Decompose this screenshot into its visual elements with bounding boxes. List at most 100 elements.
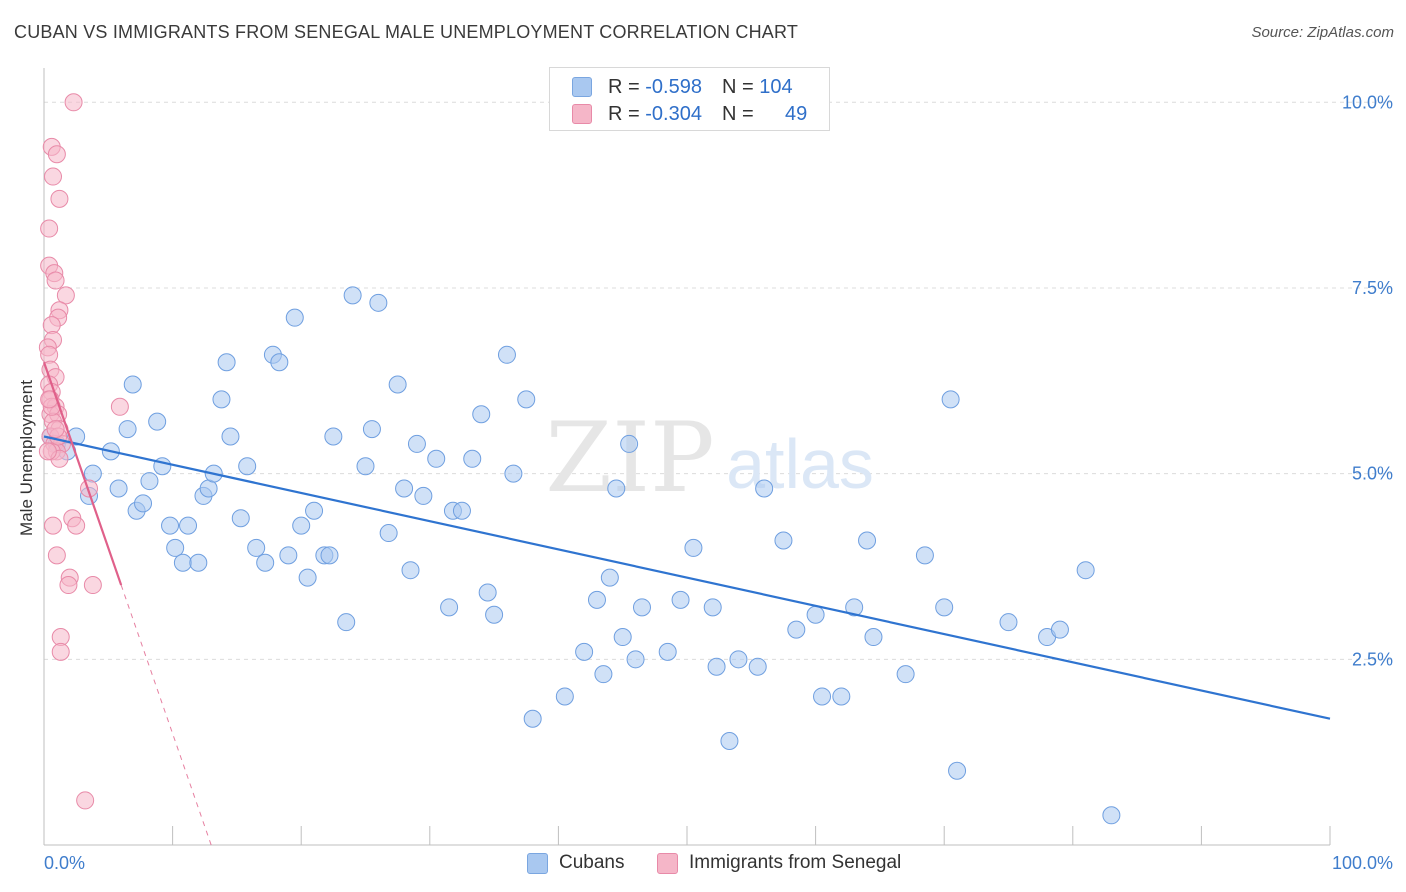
cuban-point <box>485 605 504 624</box>
cuban-point <box>247 538 266 557</box>
legend-item-cubans: Cubans <box>527 852 625 874</box>
cuban-point <box>472 405 491 424</box>
cuban-point <box>671 590 690 609</box>
cuban-point <box>720 732 739 751</box>
cuban-point <box>478 583 497 602</box>
cuban-point <box>864 628 883 647</box>
legend-r-value: -0.304 <box>645 102 702 125</box>
cuban-point <box>221 427 240 446</box>
senegal-trend-extension <box>120 584 212 846</box>
watermark-atlas: atlas <box>726 425 874 503</box>
cuban-point <box>774 531 793 550</box>
cuban-point <box>858 531 877 550</box>
cuban-point <box>217 353 236 372</box>
senegal-point <box>80 479 99 498</box>
senegal-point <box>59 576 78 595</box>
cuban-point <box>279 546 298 565</box>
senegal-trend-line <box>42 361 123 586</box>
legend-n-label: N = <box>721 75 760 98</box>
cuban-point <box>999 613 1018 632</box>
legend-label-senegal: Immigrants from Senegal <box>689 852 902 873</box>
watermark: ZIP atlas <box>545 402 874 514</box>
cuban-point <box>787 620 806 639</box>
cuban-point <box>658 642 677 661</box>
cuban-point <box>703 598 722 617</box>
cuban-point <box>613 628 632 647</box>
cuban-point <box>238 457 257 476</box>
cuban-point <box>134 494 153 513</box>
cuban-point <box>83 464 102 483</box>
grid-lines <box>44 101 1394 660</box>
legend-n-value: 49 <box>784 102 808 125</box>
cuban-point <box>948 761 967 780</box>
senegal-point <box>64 93 83 112</box>
senegal-point <box>67 516 86 535</box>
series-legend: Cubans Immigrants from Senegal <box>0 852 1406 878</box>
cuban-point <box>729 650 748 669</box>
stats-legend: R = -0.598 N = 104 R = -0.304 N = 49 <box>549 67 830 131</box>
senegal-point <box>47 546 66 565</box>
cuban-point <box>915 546 934 565</box>
cuban-point <box>832 687 851 706</box>
cuban-point <box>607 479 626 498</box>
legend-item-senegal: Immigrants from Senegal <box>657 852 901 874</box>
legend-r-label: R = <box>608 75 646 98</box>
cuban-point <box>324 427 343 446</box>
cuban-point <box>427 449 446 468</box>
cuban-point <box>896 665 915 684</box>
senegal-point <box>40 219 59 238</box>
senegal-point <box>76 791 95 810</box>
cuban-point <box>684 538 703 557</box>
cuban-point <box>305 501 324 520</box>
cuban-point <box>1076 561 1095 580</box>
senegal-point <box>56 286 75 305</box>
cuban-trend-line <box>43 435 1331 720</box>
cuban-point <box>1102 806 1121 825</box>
cuban-point <box>594 665 613 684</box>
cuban-point <box>414 486 433 505</box>
cuban-point <box>401 561 420 580</box>
cuban-point <box>575 642 594 661</box>
cuban-point <box>231 509 250 528</box>
cuban-point <box>626 650 645 669</box>
cuban-point <box>369 293 388 312</box>
cuban-point <box>362 420 381 439</box>
senegal-point <box>110 397 129 416</box>
cuban-point <box>189 553 208 572</box>
cuban-point <box>845 598 864 617</box>
cuban-point <box>285 308 304 327</box>
source-label: Source: ZipAtlas.com <box>1251 24 1394 41</box>
cuban-point <box>140 472 159 491</box>
legend-swatch-cubans <box>527 852 548 874</box>
cuban-point <box>395 479 414 498</box>
chart-title: CUBAN VS IMMIGRANTS FROM SENEGAL MALE UN… <box>14 22 799 42</box>
legend-n-value: 104 <box>759 75 793 98</box>
cuban-point <box>806 605 825 624</box>
cuban-point <box>292 516 311 535</box>
legend-r-value: -0.598 <box>645 75 702 98</box>
x-tick-label: 100.0% <box>1332 853 1393 873</box>
cuban-point <box>632 598 651 617</box>
y-tick-label: 7.5% <box>1352 278 1393 298</box>
cuban-point <box>356 457 375 476</box>
legend-label-cubans: Cubans <box>559 852 625 873</box>
cuban-point <box>452 501 471 520</box>
cuban-point <box>118 420 137 439</box>
cuban-point <box>407 434 426 453</box>
y-tick-label: 5.0% <box>1352 464 1393 484</box>
cuban-point <box>504 464 523 483</box>
cuban-point <box>497 345 516 364</box>
cuban-point <box>161 516 180 535</box>
cuban-point <box>813 687 832 706</box>
legend-r-label: R = <box>608 102 646 125</box>
cuban-point <box>123 375 142 394</box>
y-tick-label: 2.5% <box>1352 649 1393 669</box>
cuban-point <box>620 434 639 453</box>
cuban-point <box>320 546 339 565</box>
senegal-point <box>38 442 57 461</box>
y-axis-label: Male Unemployment <box>17 380 36 536</box>
watermark-zip: ZIP <box>545 402 714 514</box>
cuban-point <box>523 709 542 728</box>
senegal-point <box>47 145 66 164</box>
cuban-point <box>166 538 185 557</box>
